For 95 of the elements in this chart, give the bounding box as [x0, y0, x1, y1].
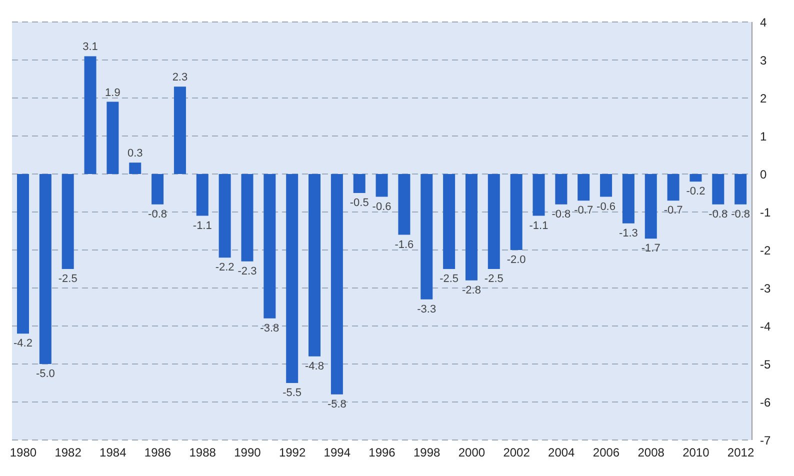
y-tick-label: 0 [760, 167, 767, 182]
data-label: -5.5 [282, 387, 302, 399]
bar [152, 174, 164, 204]
x-tick-label: 1996 [368, 446, 396, 460]
bar [308, 174, 321, 356]
data-label: -2.2 [215, 262, 234, 274]
x-tick-label: 1992 [278, 446, 306, 460]
data-label: -0.5 [350, 197, 369, 209]
data-label: -2.3 [238, 265, 257, 278]
data-label: -0.2 [686, 186, 706, 198]
x-tick-label: 1982 [54, 446, 82, 460]
y-tick-label: -1 [760, 205, 771, 220]
y-tick-label: 2 [760, 91, 767, 106]
y-tick-label: 4 [760, 15, 767, 30]
bar [353, 174, 366, 193]
x-tick-label: 2010 [682, 446, 710, 460]
bar [488, 174, 500, 269]
bar [84, 56, 96, 174]
bar [106, 102, 119, 174]
y-tick-label: -4 [760, 319, 771, 334]
bar [39, 174, 52, 364]
y-tick-label: -2 [760, 243, 771, 258]
bar [712, 174, 724, 204]
bar [196, 174, 208, 216]
bar [578, 174, 590, 201]
bar [264, 174, 276, 318]
data-label: 3.1 [82, 41, 98, 54]
x-tick-label: 1984 [100, 446, 127, 460]
data-label: -0.8 [148, 208, 168, 220]
x-tick-label: 1998 [413, 446, 441, 460]
x-tick-label: 2006 [592, 446, 620, 460]
bar [734, 174, 747, 204]
data-label: -5.0 [36, 368, 55, 380]
x-tick-label: 1994 [324, 446, 351, 460]
bar [398, 174, 410, 235]
bar [129, 162, 142, 174]
bar [555, 174, 568, 204]
data-label: -0.7 [574, 204, 594, 217]
x-tick-label: 2002 [503, 446, 530, 460]
data-label: 1.9 [105, 86, 120, 99]
data-label: -1.1 [529, 220, 548, 232]
data-label: 0.3 [127, 148, 143, 160]
bar [17, 174, 29, 334]
x-tick-label: 2012 [727, 446, 754, 460]
y-tick-label: -3 [760, 281, 771, 296]
data-label: -0.6 [596, 200, 616, 213]
data-label: -3.3 [417, 303, 436, 316]
data-label: -1.7 [641, 242, 660, 255]
bar [532, 174, 545, 216]
bar [376, 174, 388, 197]
data-label: -1.3 [618, 227, 638, 240]
bar [286, 174, 298, 383]
y-tick-label: -7 [760, 433, 771, 448]
data-label: 2.3 [172, 72, 188, 84]
bar [443, 174, 456, 269]
bar [644, 174, 657, 239]
data-label: -2.5 [484, 273, 504, 285]
bar [622, 174, 634, 224]
bar [600, 174, 612, 197]
data-label: -2.5 [440, 273, 459, 285]
y-tick-label: -5 [760, 357, 771, 372]
data-label: -2.0 [506, 254, 526, 266]
bar [330, 174, 343, 394]
x-tick-label: 1988 [189, 446, 216, 460]
bar [218, 174, 231, 258]
bar [465, 174, 478, 280]
y-tick-label: 3 [760, 53, 767, 68]
x-tick-label: 2000 [458, 446, 486, 460]
data-label: -4.2 [14, 338, 32, 350]
data-label: -2.5 [58, 273, 78, 285]
x-tick-label: 1980 [10, 446, 37, 460]
bar [241, 174, 254, 262]
data-label: -0.6 [372, 200, 392, 213]
data-label: -0.8 [552, 208, 571, 220]
data-label: -1.6 [394, 238, 414, 251]
data-label: -4.8 [305, 360, 324, 372]
bar [174, 86, 186, 174]
data-label: -5.8 [327, 398, 346, 410]
data-label: -2.8 [462, 284, 481, 296]
y-tick-label: -6 [760, 395, 771, 410]
data-label: -0.8 [708, 208, 728, 220]
y-tick-label: 1 [760, 129, 767, 144]
bar [510, 174, 522, 250]
bar [420, 174, 433, 300]
x-tick-label: 2004 [548, 446, 576, 460]
data-label: -3.8 [260, 322, 280, 334]
x-tick-label: 1990 [234, 446, 262, 460]
bar [62, 174, 74, 269]
data-label: -0.7 [664, 204, 683, 217]
x-tick-label: 2008 [638, 446, 665, 460]
data-label: -1.1 [192, 220, 212, 232]
data-label: -0.8 [731, 208, 750, 220]
x-tick-label: 1986 [144, 446, 172, 460]
bar [690, 174, 702, 182]
bar [667, 174, 680, 201]
